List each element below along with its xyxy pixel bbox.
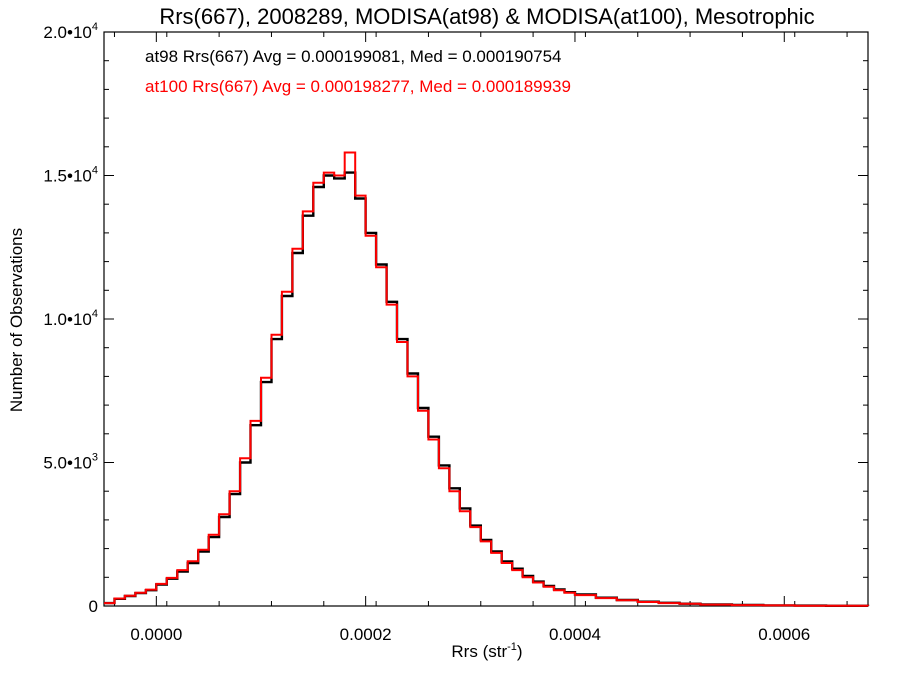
x-tick-label: 0.0000 (130, 625, 182, 644)
x-axis-label-text: Rrs (str (451, 642, 507, 661)
y-tick-mantissa: 5.0•10 (43, 454, 92, 473)
y-tick-label: 1.5•104 (43, 165, 98, 186)
x-tick-label: 0.0004 (549, 625, 601, 644)
y-tick-exponent: 4 (92, 21, 98, 33)
annotation-at100-stats: at100 Rrs(667) Avg = 0.000198277, Med = … (145, 77, 571, 96)
series-at100-histogram (104, 151, 869, 607)
y-tick-exponent: 4 (92, 165, 98, 177)
x-axis-ticks: 0.0000 0.0002 0.0004 0.0006 (113, 32, 848, 644)
x-axis-label-close: ) (517, 642, 523, 661)
chart-title: Rrs(667), 2008289, MODISA(at98) & MODISA… (159, 4, 814, 29)
y-tick-label: 2.0•104 (43, 21, 98, 42)
y-tick-exponent: 3 (92, 452, 98, 464)
y-tick-mantissa: 0 (89, 597, 98, 616)
y-tick-exponent: 4 (92, 308, 98, 320)
y-tick-mantissa: 1.5•10 (43, 167, 92, 186)
y-tick-mantissa: 1.0•10 (43, 310, 92, 329)
y-tick-label: 1.0•104 (43, 308, 98, 329)
y-tick-label: 5.0•103 (43, 452, 98, 473)
x-axis-label: Rrs (str-1) (451, 641, 522, 661)
y-tick-label: 0 (89, 597, 98, 616)
y-axis-label: Number of Observations (7, 228, 26, 412)
y-tick-mantissa: 2.0•10 (43, 23, 92, 42)
x-axis-label-superscript: -1 (507, 641, 517, 653)
x-tick-label: 0.0006 (758, 625, 810, 644)
series-layer (104, 151, 870, 607)
annotation-at98-stats: at98 Rrs(667) Avg = 0.000199081, Med = 0… (145, 47, 562, 66)
x-tick-label: 0.0002 (340, 625, 392, 644)
